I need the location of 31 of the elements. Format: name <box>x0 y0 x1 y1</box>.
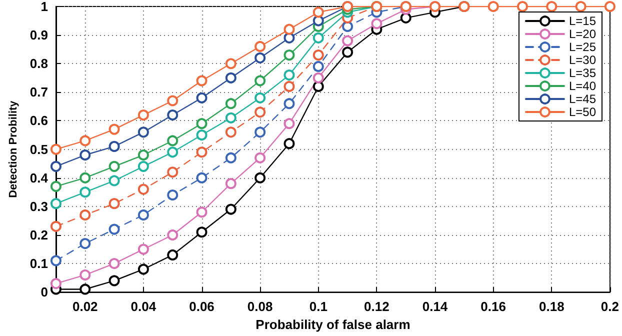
legend-label: L=45 <box>568 92 596 106</box>
y-axis-title: Detection Probility <box>8 100 20 198</box>
y-tick-label: 0 <box>40 284 48 300</box>
y-tick-label: 1 <box>40 0 48 14</box>
legend-label: L=15 <box>568 14 596 28</box>
x-tick-label: 0.1 <box>309 299 328 314</box>
x-tick-label: 0.2 <box>600 299 620 314</box>
x-tick-label: 0.12 <box>364 299 390 314</box>
legend-label: L=20 <box>568 27 596 41</box>
x-tick-label: 0.16 <box>480 299 506 314</box>
y-tick-label: 0.1 <box>30 256 48 272</box>
y-tick-label: 0.9 <box>30 28 48 43</box>
y-tick-label: 0.7 <box>30 84 48 100</box>
y-tick-label: 0.6 <box>30 113 48 128</box>
y-tick-label: 0.4 <box>30 170 49 186</box>
x-tick-label: 0.02 <box>72 299 98 314</box>
x-tick-label: 0.04 <box>130 299 157 314</box>
y-tick-label: 0.5 <box>30 142 48 157</box>
y-tick-label: 0.8 <box>30 56 48 72</box>
x-tick-label: 0.18 <box>538 299 564 314</box>
x-tick-label: 0.14 <box>422 299 448 314</box>
legend-label: L=25 <box>568 40 596 54</box>
legend-label: L=35 <box>568 66 596 80</box>
y-tick-label: 0.3 <box>30 198 48 214</box>
legend-label: L=40 <box>568 79 596 93</box>
x-tick-label: 0.08 <box>247 299 273 314</box>
y-tick-label: 0.2 <box>30 227 48 242</box>
legend-label: L=30 <box>568 53 596 67</box>
legend-label: L=50 <box>568 105 596 119</box>
x-tick-label: 0.06 <box>189 299 214 314</box>
x-axis-title: Probability of false alarm <box>256 317 410 332</box>
